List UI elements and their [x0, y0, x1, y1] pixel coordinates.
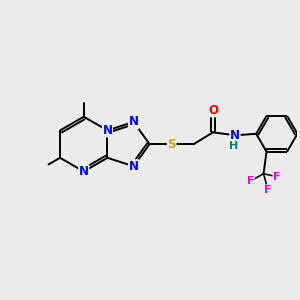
Text: F: F	[264, 185, 272, 195]
Text: N: N	[79, 165, 89, 178]
Text: H: H	[229, 141, 238, 151]
Text: F: F	[247, 176, 254, 186]
Text: N: N	[230, 129, 240, 142]
Text: N: N	[128, 160, 139, 173]
Text: F: F	[273, 172, 280, 182]
Text: O: O	[208, 104, 218, 117]
Text: S: S	[167, 138, 176, 151]
Text: N: N	[128, 116, 139, 128]
Text: N: N	[103, 124, 112, 137]
